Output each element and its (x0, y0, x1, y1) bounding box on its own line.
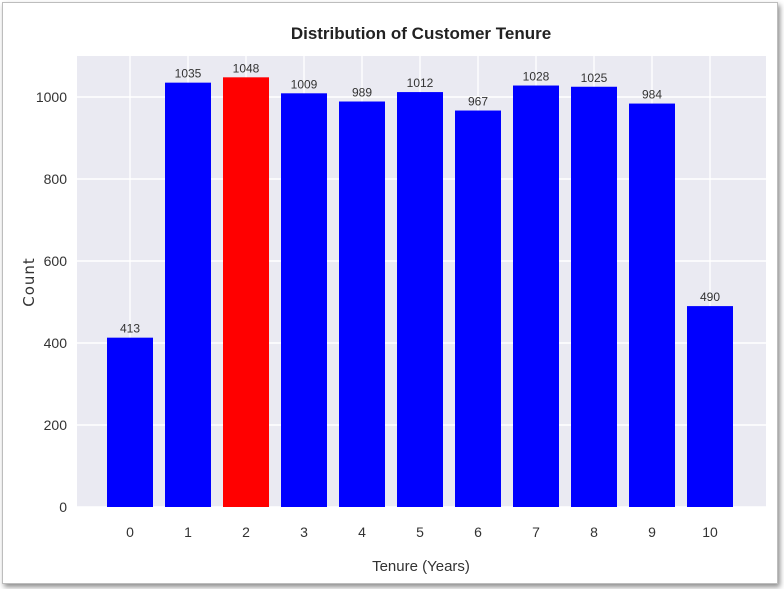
data-label-0: 413 (120, 322, 140, 336)
bar-9 (629, 103, 675, 507)
bar-3 (281, 93, 327, 507)
bar-1 (165, 82, 211, 508)
data-label-2: 1048 (233, 61, 260, 75)
y-tick-label: 400 (44, 335, 68, 351)
data-label-4: 989 (352, 86, 372, 100)
data-label-9: 984 (642, 88, 662, 102)
bar-8 (571, 86, 617, 507)
x-tick-label: 1 (184, 524, 192, 540)
bar-5 (397, 92, 443, 507)
x-tick-label: 2 (242, 524, 250, 540)
x-tick-label: 5 (416, 524, 424, 540)
data-label-3: 1009 (291, 77, 318, 91)
x-tick-label: 4 (358, 524, 366, 540)
x-tick-label: 7 (532, 524, 540, 540)
y-tick-label: 600 (44, 253, 68, 269)
data-label-10: 490 (700, 290, 720, 304)
y-axis-label: Count (20, 257, 38, 307)
x-axis-label: Tenure (Years) (372, 558, 470, 575)
data-label-8: 1025 (581, 71, 608, 85)
y-tick-label: 1000 (36, 89, 67, 105)
data-label-5: 1012 (407, 76, 434, 90)
x-tick-label: 3 (300, 524, 308, 540)
x-tick-labels: 0 1 2 3 4 5 6 7 8 9 10 (126, 524, 718, 540)
chart-title: Distribution of Customer Tenure (291, 24, 551, 43)
y-tick-label: 800 (44, 171, 68, 187)
bar-6 (455, 110, 501, 507)
data-label-1: 1035 (175, 67, 202, 81)
data-label-6: 967 (468, 95, 488, 109)
x-tick-label: 0 (126, 524, 134, 540)
x-tick-label: 10 (702, 524, 718, 540)
bar-0 (107, 337, 153, 507)
bar-2 (223, 77, 269, 507)
bar-4 (339, 101, 385, 507)
data-labels: 413 1035 1048 1009 989 1012 967 1028 1025 984 490 (120, 61, 720, 335)
bar-10 (687, 306, 733, 507)
y-tick-labels: 0 200 400 600 800 1000 (36, 89, 67, 515)
y-tick-label: 0 (59, 499, 67, 515)
data-label-7: 1028 (523, 70, 550, 84)
y-tick-label: 200 (44, 417, 68, 433)
x-tick-label: 8 (590, 524, 598, 540)
bar-7 (513, 85, 559, 508)
x-tick-label: 9 (648, 524, 656, 540)
bars (107, 77, 733, 508)
x-tick-label: 6 (474, 524, 482, 540)
